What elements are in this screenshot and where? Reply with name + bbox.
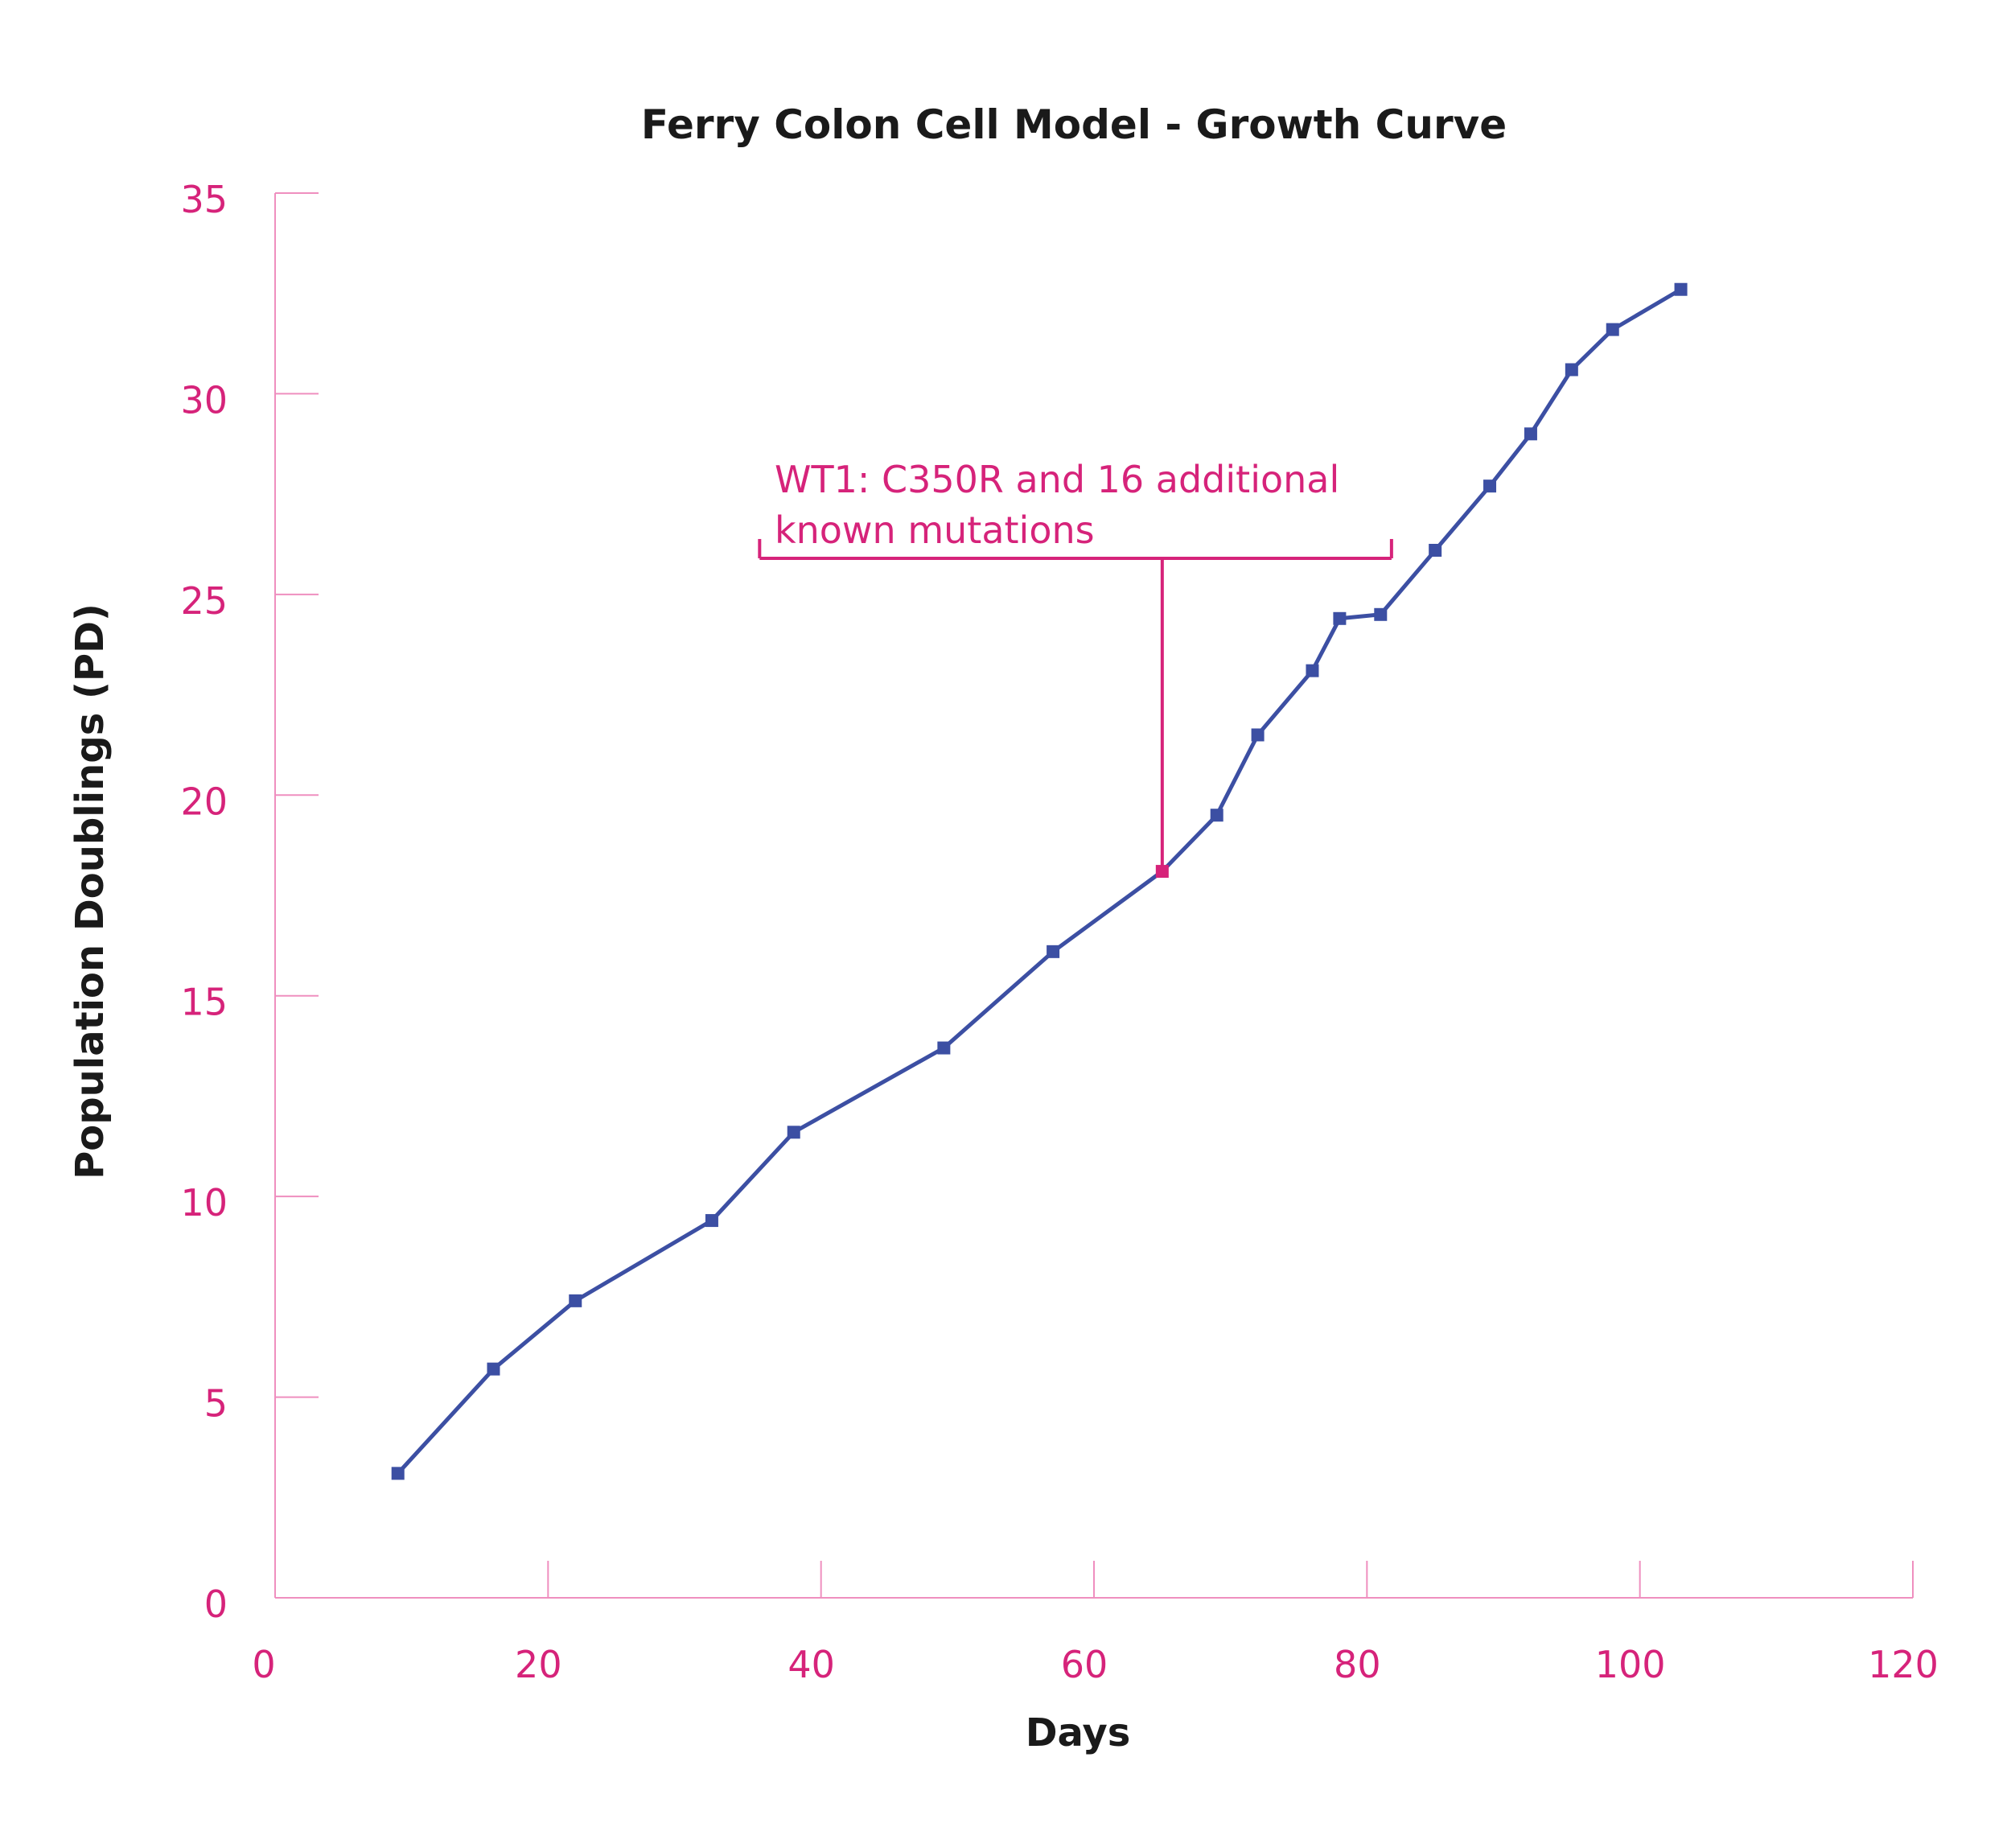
chart-title: Ferry Colon Cell Model - Growth Curve <box>641 101 1507 148</box>
data-marker-3 <box>705 1214 718 1228</box>
data-marker-18 <box>1674 282 1688 296</box>
y-axis-label: Population Doublings (PD) <box>68 603 113 1179</box>
y-tick-label-25: 25 <box>180 579 228 623</box>
data-marker-0 <box>391 1467 405 1480</box>
series-growth-curve <box>391 282 1688 1480</box>
highlight-marker <box>1155 865 1169 879</box>
annotation-bracket <box>758 538 1393 872</box>
data-marker-4 <box>787 1126 800 1139</box>
x-tick-label-20: 20 <box>515 1643 562 1686</box>
x-tick-label-120: 120 <box>1868 1643 1939 1686</box>
y-tick-label-20: 20 <box>180 780 228 823</box>
data-marker-10 <box>1306 664 1319 677</box>
x-tick-label-60: 60 <box>1061 1643 1108 1686</box>
annotation-line-1: WT1: C350R and 16 additional <box>775 458 1339 501</box>
data-marker-5 <box>937 1041 951 1055</box>
annotation: WT1: C350R and 16 additional known mutat… <box>758 458 1393 872</box>
data-marker-15 <box>1524 427 1537 441</box>
data-marker-14 <box>1483 479 1497 493</box>
y-axis-ticks: 0 5 10 15 20 25 30 35 <box>180 178 319 1626</box>
y-tick-label-35: 35 <box>180 178 228 221</box>
y-tick-label-10: 10 <box>180 1181 228 1224</box>
y-tick-label-0: 0 <box>204 1583 228 1626</box>
x-tick-label-40: 40 <box>788 1643 835 1686</box>
data-marker-9 <box>1251 728 1265 742</box>
data-marker-17 <box>1606 323 1619 336</box>
data-marker-6 <box>1047 945 1060 958</box>
data-marker-11 <box>1333 611 1347 625</box>
axes <box>274 193 1913 1599</box>
x-tick-label-0: 0 <box>252 1643 275 1686</box>
x-axis-label: Days <box>1026 1710 1131 1755</box>
data-marker-8 <box>1210 809 1223 822</box>
data-marker-1 <box>487 1362 500 1376</box>
data-marker-13 <box>1429 543 1442 557</box>
annotation-line-2: known mutations <box>775 508 1095 552</box>
data-marker-12 <box>1374 607 1388 621</box>
y-tick-label-15: 15 <box>180 981 228 1024</box>
data-marker-2 <box>569 1294 582 1307</box>
x-tick-label-100: 100 <box>1595 1643 1666 1686</box>
data-marker-16 <box>1565 363 1578 377</box>
y-tick-label-5: 5 <box>204 1382 228 1426</box>
y-tick-label-30: 30 <box>180 378 228 422</box>
x-tick-label-80: 80 <box>1334 1643 1381 1686</box>
x-axis-ticks: 0 20 40 60 80 100 120 <box>252 1561 1939 1686</box>
